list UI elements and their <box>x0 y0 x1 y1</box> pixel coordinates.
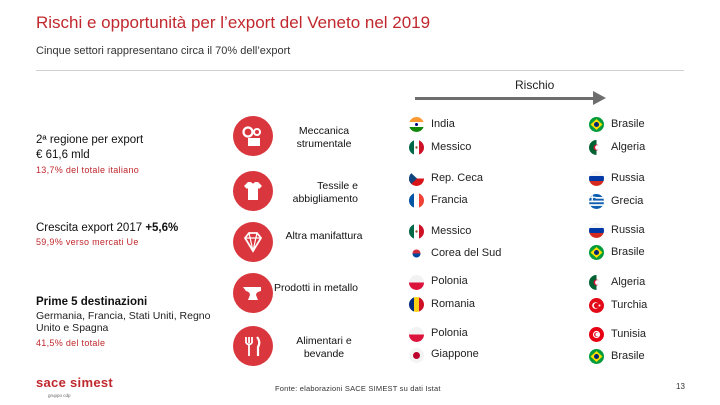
brazil-flag-icon <box>589 245 604 260</box>
growth-note: 59,9% verso mercati Ue <box>36 237 139 247</box>
growth-value: +5,6% <box>145 222 179 234</box>
sace-simest-logo: sace simest <box>36 375 114 390</box>
poland-flag-icon <box>409 327 424 342</box>
page-subtitle: Cinque settori rappresentano circa il 70… <box>36 45 291 57</box>
share-note: 13,7% del totale italiano <box>36 165 140 175</box>
country-name: Russia <box>611 224 645 236</box>
anvil-icon <box>233 273 273 313</box>
country-name: Algeria <box>611 141 646 153</box>
page-number: 13 <box>676 382 685 391</box>
country-name: Francia <box>431 194 468 206</box>
country-name: Corea del Sud <box>431 247 502 259</box>
destinations-note: 41,5% del totale <box>36 338 106 348</box>
country-name: Giappone <box>431 348 479 360</box>
risk-arrow-head-icon <box>593 91 606 105</box>
sector-name: Meccanica strumentale <box>296 125 352 150</box>
destinations-list: Germania, Francia, Stati Uniti, Regno Un… <box>36 310 211 334</box>
country-name: Polonia <box>431 275 468 287</box>
country-name: Rep. Ceca <box>431 172 483 184</box>
country-name: Algeria <box>611 276 646 288</box>
destinations-title: Prime 5 destinazioni <box>36 296 148 308</box>
country-name: Brasile <box>611 246 645 258</box>
source-note: Fonte: elaborazioni SACE SIMEST su dati … <box>275 384 441 393</box>
country-name: Romania <box>431 298 476 310</box>
country-name: Brasile <box>611 118 645 130</box>
growth-line: Crescita export 2017 +5,6% <box>36 222 178 234</box>
tunisia-flag-icon <box>589 327 604 342</box>
ranking-line2: € 61,6 mld <box>36 149 90 161</box>
country-name: India <box>431 118 455 130</box>
india-flag-icon <box>409 117 424 132</box>
mexico-flag-icon <box>409 224 424 239</box>
france-flag-icon <box>409 193 424 208</box>
sector-name: Altra manifattura <box>285 230 363 242</box>
cutlery-icon <box>233 326 273 366</box>
growth-label: Crescita export 2017 <box>36 222 146 234</box>
country-name: Tunisia <box>611 328 647 340</box>
sector-name: Tessile e abbigliamento <box>292 180 358 205</box>
country-name: Polonia <box>431 327 468 339</box>
country-name: Turchia <box>611 299 648 311</box>
risk-arrow-line <box>415 97 595 100</box>
algeria-flag-icon <box>589 275 604 290</box>
algeria-flag-icon <box>589 140 604 155</box>
country-name: Messico <box>431 225 472 237</box>
greece-flag-icon <box>589 194 604 209</box>
russia-flag-icon <box>589 223 604 238</box>
risk-label: Rischio <box>515 78 555 92</box>
brazil-flag-icon <box>589 349 604 364</box>
brazil-flag-icon <box>589 117 604 132</box>
south-korea-flag-icon <box>409 246 424 261</box>
poland-flag-icon <box>409 275 424 290</box>
tshirt-icon <box>233 171 273 211</box>
czech-flag-icon <box>409 171 424 186</box>
logo-tagline: gruppo cdp <box>48 393 71 398</box>
ranking-line1: 2ª regione per export <box>36 134 144 146</box>
japan-flag-icon <box>409 348 424 363</box>
country-name: Russia <box>611 172 645 184</box>
gears-icon <box>233 116 273 156</box>
country-name: Messico <box>431 141 472 153</box>
sector-name: Alimentari e bevande <box>296 335 352 360</box>
page-title: Rischi e opportunità per l’export del Ve… <box>36 13 431 32</box>
header-divider <box>36 70 684 71</box>
diamond-icon <box>233 222 273 262</box>
country-name: Brasile <box>611 350 645 362</box>
turkey-flag-icon <box>589 298 604 313</box>
sector-name: Prodotti in metallo <box>273 282 358 294</box>
romania-flag-icon <box>409 297 424 312</box>
country-name: Grecia <box>611 195 644 207</box>
mexico-flag-icon <box>409 140 424 155</box>
russia-flag-icon <box>589 171 604 186</box>
